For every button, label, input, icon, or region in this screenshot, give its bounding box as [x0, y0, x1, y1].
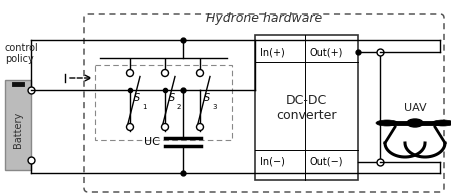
Circle shape: [196, 123, 203, 131]
Circle shape: [196, 70, 203, 76]
Ellipse shape: [406, 119, 422, 127]
Text: 2: 2: [177, 104, 181, 110]
Ellipse shape: [375, 120, 397, 126]
Bar: [95, 65, 231, 140]
Text: 3: 3: [212, 104, 216, 110]
Text: In(+): In(+): [259, 47, 284, 57]
Text: Out(−): Out(−): [309, 157, 343, 167]
Text: 1: 1: [142, 104, 146, 110]
Text: converter: converter: [276, 109, 336, 122]
Text: Hydrone hardware: Hydrone hardware: [205, 12, 322, 25]
Circle shape: [126, 123, 133, 131]
Circle shape: [161, 123, 168, 131]
Text: S: S: [169, 93, 175, 103]
Text: S: S: [133, 93, 140, 103]
Text: In(−): In(−): [259, 157, 284, 167]
Text: Battery: Battery: [13, 112, 23, 148]
Text: S: S: [203, 93, 210, 103]
Bar: [5, 80, 31, 170]
Text: UC: UC: [144, 137, 160, 147]
Text: control: control: [5, 43, 39, 53]
Circle shape: [161, 70, 168, 76]
Circle shape: [126, 70, 133, 76]
Text: policy: policy: [5, 54, 34, 64]
Text: UAV: UAV: [403, 103, 425, 113]
Bar: [254, 35, 357, 180]
Ellipse shape: [431, 120, 451, 126]
Text: DC-DC: DC-DC: [285, 93, 327, 106]
Text: Out(+): Out(+): [309, 47, 343, 57]
